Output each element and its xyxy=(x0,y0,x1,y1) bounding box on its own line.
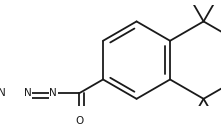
Text: N: N xyxy=(50,88,57,98)
Text: O: O xyxy=(75,116,83,126)
Text: N: N xyxy=(0,88,6,98)
Text: N: N xyxy=(24,88,32,98)
